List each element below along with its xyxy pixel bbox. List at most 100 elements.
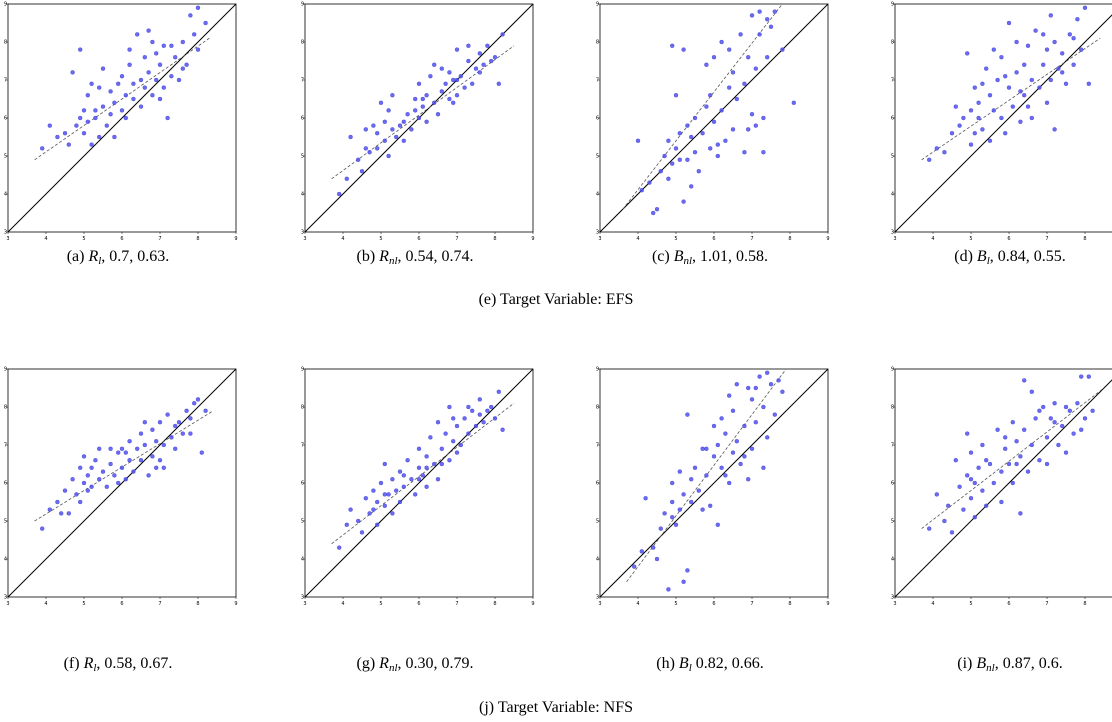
data-point (100, 469, 106, 474)
y-tick-label: 4 (596, 192, 599, 198)
data-point (776, 378, 781, 383)
data-point (195, 47, 201, 52)
data-point (375, 499, 380, 505)
y-tick-label: 6 (596, 481, 599, 487)
data-point (980, 127, 985, 132)
data-point (367, 150, 372, 155)
y-tick-label: 7 (596, 78, 599, 84)
x-tick-label: 4 (931, 601, 934, 607)
data-point (489, 58, 494, 64)
data-point (477, 51, 482, 56)
x-tick-label: 6 (712, 601, 715, 607)
data-point (1060, 70, 1065, 75)
data-point (119, 108, 125, 113)
data-point (176, 77, 182, 83)
data-point (746, 385, 751, 391)
data-point (670, 515, 675, 520)
data-point (199, 450, 204, 455)
data-point (47, 507, 52, 512)
trend-line (921, 37, 1101, 161)
data-point (968, 477, 974, 482)
data-point (386, 108, 391, 113)
data-point (689, 477, 694, 482)
data-point (89, 81, 94, 86)
data-point (719, 108, 724, 113)
data-point (443, 81, 448, 86)
data-point (138, 77, 144, 83)
data-point (1075, 17, 1080, 22)
data-point (127, 458, 132, 463)
data-point (635, 138, 641, 143)
data-point (765, 435, 770, 440)
data-point (108, 461, 113, 467)
x-tick-label: 9 (826, 601, 829, 607)
y-tick-label: 6 (301, 481, 304, 487)
data-point (761, 150, 766, 155)
y-tick-label: 9 (891, 367, 894, 373)
data-point (965, 51, 970, 56)
data-point (976, 100, 981, 105)
caption-values: , 1.01, 0.58. (692, 248, 769, 265)
data-point (119, 74, 125, 79)
data-point (131, 96, 136, 102)
data-point (435, 112, 441, 117)
caption-symbol: R (88, 248, 99, 265)
panel-caption: (f) Rl, 0.58, 0.67. (64, 655, 173, 674)
y-tick-label: 6 (891, 481, 894, 487)
y-tick-label: 4 (596, 557, 599, 563)
data-point (1003, 131, 1008, 136)
data-point (995, 77, 1000, 83)
data-point (1006, 461, 1012, 467)
data-point (984, 503, 989, 508)
x-tick-label: 7 (1045, 236, 1048, 242)
data-point (957, 123, 962, 128)
data-point (711, 119, 717, 124)
data-point (337, 545, 342, 550)
data-point (424, 454, 429, 459)
y-tick-label: 5 (891, 519, 894, 525)
scatter-panel-1: 3 4 5 6 7 8 9 3 4 5 6 7 8 9 (301, 2, 535, 243)
panel-caption: (b) Rnl, 0.54, 0.74. (357, 248, 474, 267)
data-point (632, 564, 637, 569)
data-point (692, 115, 698, 121)
data-point (481, 62, 486, 67)
data-point (66, 511, 71, 516)
data-point (1044, 435, 1050, 440)
data-point (432, 461, 437, 467)
data-point (359, 530, 365, 535)
x-tick-label: 5 (674, 236, 677, 242)
data-point (704, 62, 709, 67)
data-point (138, 431, 144, 436)
data-point (677, 469, 682, 474)
data-point (409, 127, 414, 132)
data-point (195, 5, 201, 10)
data-point (1071, 431, 1076, 436)
y-tick-label: 3 (301, 595, 304, 601)
data-point (150, 39, 155, 45)
data-point (146, 70, 151, 75)
data-point (447, 404, 452, 410)
identity-line (894, 379, 1112, 598)
data-point (742, 454, 747, 459)
data-point (976, 465, 981, 470)
data-point (161, 465, 166, 470)
data-point (142, 55, 147, 60)
data-point (689, 134, 694, 140)
trend-line (34, 37, 210, 161)
x-tick-label: 3 (598, 601, 601, 607)
panel-caption: (h) Bl 0.82, 0.66. (656, 655, 764, 674)
data-point (1025, 104, 1031, 109)
data-point (447, 96, 452, 102)
data-point (984, 458, 989, 463)
data-point (55, 499, 60, 505)
data-point (40, 526, 45, 531)
y-tick-label: 5 (596, 519, 599, 525)
data-point (980, 81, 985, 86)
x-tick-label: 8 (788, 236, 791, 242)
data-point (371, 488, 376, 493)
data-point (154, 465, 159, 470)
data-point (401, 119, 406, 124)
caption-subscript: l (98, 255, 102, 267)
